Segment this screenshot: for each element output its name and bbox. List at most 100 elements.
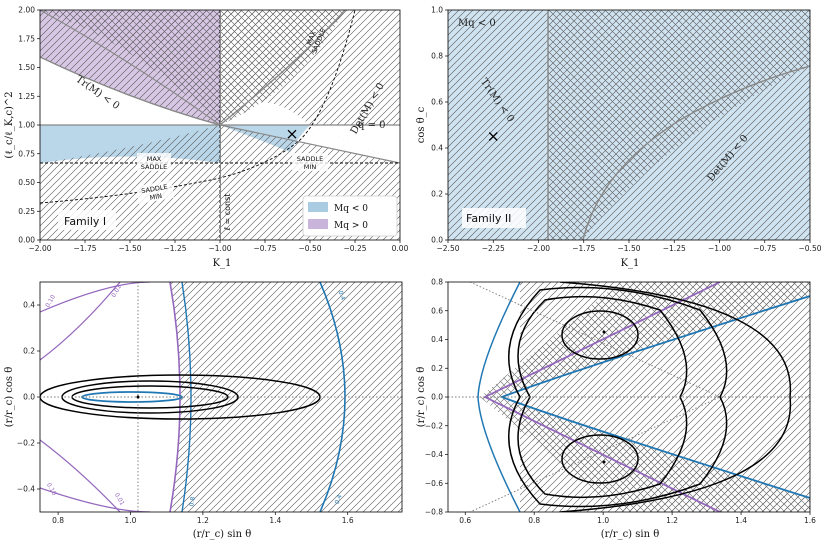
- ytick-label: 0.00: [18, 236, 35, 245]
- panel-family-one: Tr(M) < 0 Det(M) < 0 q = 0 MAX SADDLE MA…: [4, 6, 409, 270]
- panel-contour-one: 0.10 0.01 0.01 0.10 0.4 0.4 0.8 0.8 1.0 1.…: [4, 281, 403, 540]
- xtick-label: −1.25: [164, 244, 187, 253]
- xtick-label: −1.75: [74, 244, 97, 253]
- panel-contour-two: 0.6 0.8 1.0 1.2 1.4 1.6 −0.8 −0.6 −0.4 −0.2 0.0 0.2…: [416, 278, 816, 541]
- xtick-label: −1.50: [119, 244, 142, 253]
- xtick-label: −1.25: [663, 244, 686, 253]
- ylabel-panel-three: (r/r_c) cos θ: [4, 367, 15, 427]
- ytick-label: 0.2: [431, 364, 443, 373]
- xtick-label: −2.50: [437, 244, 460, 253]
- ytick-label: 0.75: [18, 149, 35, 158]
- ytick-label: 1.0: [431, 6, 443, 15]
- label-family-two: Family II: [466, 212, 511, 225]
- label-saddle: SADDLE: [141, 163, 167, 171]
- ytick-label: 0.6: [431, 306, 443, 315]
- ytick-label: −0.6: [425, 479, 443, 488]
- ytick-label: 0.25: [18, 207, 35, 216]
- xtick-label: 0.6: [459, 516, 471, 525]
- xtick-label: −0.75: [753, 244, 776, 253]
- cross-upper: [220, 10, 345, 125]
- ytick-label: 0.4: [431, 144, 443, 153]
- ytick-label: 1.00: [18, 121, 35, 130]
- label-family-one: Family I: [64, 215, 106, 228]
- region-white: [310, 125, 400, 163]
- ticks-panel-four: 0.6 0.8 1.0 1.2 1.4 1.6 −0.8 −0.6 −0.4 −0.2 0.0 0.2…: [425, 278, 816, 526]
- ytick-label: 0.0: [23, 393, 35, 402]
- marker-cross: [287, 129, 297, 139]
- label-q0: q = 0: [358, 120, 386, 131]
- xtick-label: −0.25: [344, 244, 367, 253]
- label-min-low: MIN: [149, 192, 163, 202]
- ytick-label: 0.4: [431, 335, 443, 344]
- ytick-label: −0.2: [17, 439, 35, 448]
- xtick-label: −0.50: [799, 244, 822, 253]
- xlabel-panel-one: K_1: [213, 258, 232, 269]
- xtick-label: −1.00: [708, 244, 731, 253]
- contour-label-5: 0.4: [336, 290, 346, 302]
- ytick-label: 0.2: [23, 347, 35, 356]
- ytick-label: −0.4: [17, 485, 35, 494]
- ytick-label: 0.0: [431, 236, 443, 245]
- ytick-label: −0.4: [425, 450, 443, 459]
- contour-label-7: 0.8: [188, 496, 197, 507]
- label-saddle-right: SADDLE: [297, 155, 323, 163]
- ylabel-panel-four: (r/r_c) cos θ: [416, 367, 427, 427]
- curve-purple-upper: [482, 282, 721, 512]
- xtick-label: −2.00: [527, 244, 550, 253]
- curve-det-zero: [40, 10, 400, 164]
- xtick-label: −1.00: [209, 244, 232, 253]
- xlabel-panel-three: (r/r_c) sin θ: [193, 529, 251, 540]
- ticks-panel-one: −2.00 −1.75 −1.50 −1.25 −1.00 −0.75 −0.50 −0.25…: [18, 6, 408, 254]
- ytick-label: 0.50: [18, 178, 35, 187]
- xtick-label: −0.50: [299, 244, 322, 253]
- ytick-label: 1.75: [18, 34, 35, 43]
- label-max: MAX: [147, 155, 162, 163]
- xtick-label: −1.50: [618, 244, 641, 253]
- xtick-label: 1.4: [735, 516, 747, 525]
- contour-label-6: 0.4: [334, 494, 344, 506]
- marker-cross: [488, 132, 498, 141]
- xtick-label: 1.6: [342, 516, 354, 525]
- xtick-label: 1.4: [269, 516, 281, 525]
- xtick-label: −0.75: [254, 244, 277, 253]
- xtick-label: 0.8: [528, 516, 540, 525]
- xtick-label: 0.8: [52, 516, 64, 525]
- xtick-label: 1.2: [197, 516, 209, 525]
- ytick-label: 0.2: [431, 190, 443, 199]
- ytick-label: 0.8: [431, 52, 443, 61]
- xlabel-panel-two: K_1: [621, 258, 640, 269]
- ytick-label: 2.00: [18, 6, 35, 15]
- label-mq-two: Mq < 0: [458, 18, 496, 29]
- legend-mq-negative: Mq < 0: [334, 204, 368, 214]
- ticks-panel-three: 0.8 1.0 1.2 1.4 1.6 −0.4 −0.2 0.0 0.2 0.4: [17, 301, 354, 526]
- xtick-label: −2.00: [29, 244, 52, 253]
- ytick-label: −0.8: [425, 508, 443, 517]
- ytick-label: 0.6: [431, 98, 443, 107]
- xtick-label: 1.0: [125, 516, 137, 525]
- xtick-label: 0.00: [392, 244, 409, 253]
- panel-family-two: Mq < 0 Tr(M) < 0 Det(M) < 0 Family II −2…: [416, 6, 822, 270]
- xtick-label: −1.75: [572, 244, 595, 253]
- xtick-label: 1.0: [597, 516, 609, 525]
- xtick-label: 1.6: [804, 516, 816, 525]
- cross-left-upper: [40, 10, 220, 125]
- curve-det-zero-two: [582, 65, 810, 240]
- legend: Mq < 0 Mq > 0: [302, 195, 398, 237]
- xtick-label: −2.25: [482, 244, 505, 253]
- label-min-right: MIN: [304, 163, 317, 171]
- ytick-label: 1.50: [18, 63, 35, 72]
- ytick-label: 0.8: [431, 278, 443, 287]
- label-l-const: ℓ = const: [223, 194, 232, 232]
- ytick-label: 1.25: [18, 92, 35, 101]
- ytick-label: −0.2: [425, 421, 443, 430]
- ytick-label: 0.4: [23, 301, 35, 310]
- xtick-label: 1.2: [666, 516, 678, 525]
- ylabel-panel-two: cos θ_c: [416, 106, 427, 143]
- markers: [287, 129, 498, 141]
- curve-saddle-low: [40, 10, 356, 204]
- ticks-panel-two: −2.50 −2.25 −2.00 −1.75 −1.50 −1.25 −1.00 −0.75…: [431, 6, 822, 254]
- legend-mq-positive: Mq > 0: [334, 221, 368, 231]
- ytick-label: 0.0: [431, 393, 443, 402]
- ylabel-panel-one: (ℓ_c/ℓ_K,c)^2: [4, 91, 15, 158]
